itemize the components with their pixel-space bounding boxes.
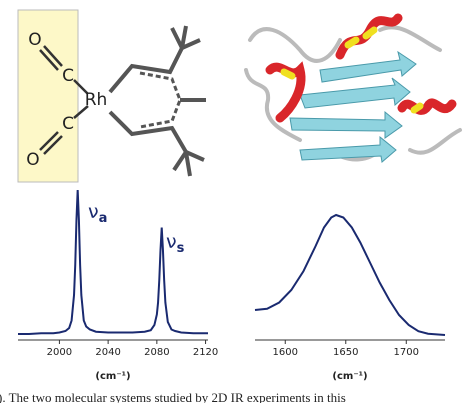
x-tick-label: 1650: [333, 347, 358, 358]
atom-label: C: [62, 114, 74, 134]
spectrum-line: [254, 213, 446, 336]
molecule: [17, 9, 206, 183]
x-tick-label: 2000: [47, 347, 72, 358]
peak-symbol: ν: [88, 201, 99, 223]
x-tick-label: 2040: [95, 347, 120, 358]
x-axis-label: (cm⁻¹): [95, 371, 130, 382]
atom-label: C: [62, 66, 74, 86]
atom-label: O: [28, 30, 41, 50]
x-axis-label: (cm⁻¹): [332, 371, 367, 382]
atom-label: Rh: [85, 90, 108, 110]
x-tick-label: 1600: [273, 347, 298, 358]
x-tick-label: 1700: [394, 347, 419, 358]
protein-ribbon: [244, 13, 462, 163]
x-tick-label: 2120: [193, 347, 218, 358]
peak-label: νs: [166, 231, 185, 256]
peak-subscript: a: [99, 211, 108, 226]
spectrum-line: [18, 189, 208, 335]
peak-label: νa: [88, 201, 107, 226]
x-tick-label: 2080: [144, 347, 169, 358]
peak-symbol: ν: [166, 231, 177, 253]
caption: ). The two molecular systems studied by …: [0, 390, 346, 403]
atom-label: O: [26, 150, 39, 170]
peak-subscript: s: [177, 241, 185, 256]
